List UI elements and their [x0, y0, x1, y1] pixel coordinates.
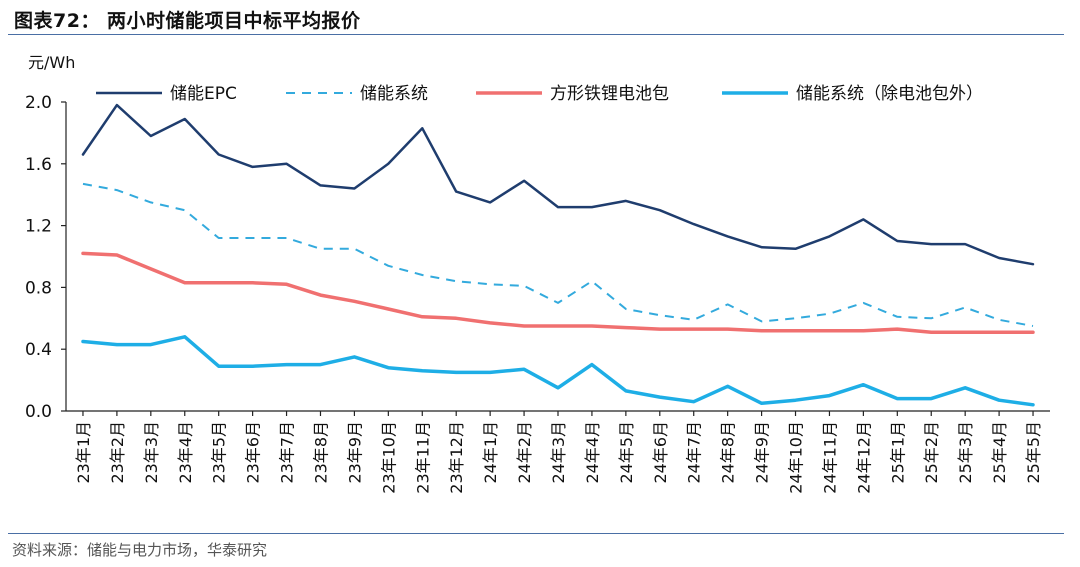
x-tick-label: 23年3月 — [142, 421, 161, 484]
x-tick-label: 25年5月 — [1024, 421, 1043, 484]
x-tick-label: 23年5月 — [210, 421, 229, 484]
series-line-cell-pack — [81, 251, 1035, 334]
x-tick-label: 23年8月 — [311, 421, 330, 484]
x-tick-label: 24年9月 — [753, 421, 772, 484]
x-tick-label: 24年11月 — [820, 421, 839, 494]
legend: 储能EPC 储能系统 方形铁锂电池包 储能系统（除电池包外） — [96, 84, 983, 104]
x-tick-label: 24年5月 — [617, 421, 636, 484]
x-tick-label: 24年6月 — [651, 421, 670, 484]
x-tick-label: 24年2月 — [515, 421, 534, 484]
x-tick-label: 24年4月 — [583, 421, 602, 484]
top-divider — [8, 34, 1064, 35]
x-tick-label: 23年7月 — [278, 421, 297, 484]
y-tick-label: 0.8 — [25, 278, 52, 298]
legend-label-system-ex-pack: 储能系统（除电池包外） — [796, 84, 983, 104]
x-tick-label: 23年9月 — [345, 421, 364, 484]
x-tick-label: 25年4月 — [990, 421, 1009, 484]
x-tick-label: 25年3月 — [956, 421, 975, 484]
line-chart: 元/Wh0.00.40.81.21.62.0 23年1月 23年2月 23年3月 23… — [25, 53, 1050, 494]
series-line-system — [82, 182, 1034, 327]
x-tick-label: 24年3月 — [549, 421, 568, 484]
chart-title: 图表72： 两小时储能项目中标平均报价 — [14, 10, 361, 32]
y-tick-label: 0.4 — [25, 340, 52, 360]
x-tick-label: 23年11月 — [413, 421, 432, 494]
legend-label-cell-pack: 方形铁锂电池包 — [550, 84, 669, 104]
y-axis-unit-label: 元/Wh — [28, 53, 75, 72]
y-axis: 元/Wh 0.0 0.4 0.8 1.2 1.6 2.0 — [25, 53, 75, 422]
source-note: 资料来源：储能与电力市场，华泰研究 — [12, 541, 268, 559]
series-lines — [81, 103, 1035, 407]
x-tick-label: 24年10月 — [787, 421, 806, 494]
x-tick-label: 23年10月 — [379, 421, 398, 494]
x-tick-label: 23年1月 — [74, 421, 93, 484]
x-tick-label: 25年1月 — [888, 421, 907, 484]
x-tick-label: 24年8月 — [719, 421, 738, 484]
x-tick-label: 24年12月 — [854, 421, 873, 494]
x-axis: 23年1月 23年2月 23年3月 23年4月 23年5月 23年6月 23年7月 23年8月… — [66, 410, 1050, 494]
x-tick-label: 25年2月 — [922, 421, 941, 484]
y-tick-label: 2.0 — [25, 93, 52, 113]
x-tick-label: 23年6月 — [244, 421, 263, 484]
series-line-epc — [81, 103, 1035, 266]
x-tick-label: 23年4月 — [176, 421, 195, 484]
legend-label-system: 储能系统 — [360, 84, 428, 104]
legend-label-epc: 储能EPC — [170, 84, 237, 104]
x-tick-label: 24年1月 — [481, 421, 500, 484]
y-tick-label: 1.2 — [25, 217, 52, 237]
y-tick-label: 1.6 — [25, 155, 52, 175]
y-tick-label: 0.0 — [25, 402, 52, 422]
x-tick-label: 23年12月 — [447, 421, 466, 494]
bottom-divider — [8, 533, 1064, 534]
series-line-system-ex-pack — [81, 335, 1035, 407]
x-tick-label: 24年7月 — [685, 421, 704, 484]
x-tick-label: 23年2月 — [108, 421, 127, 484]
